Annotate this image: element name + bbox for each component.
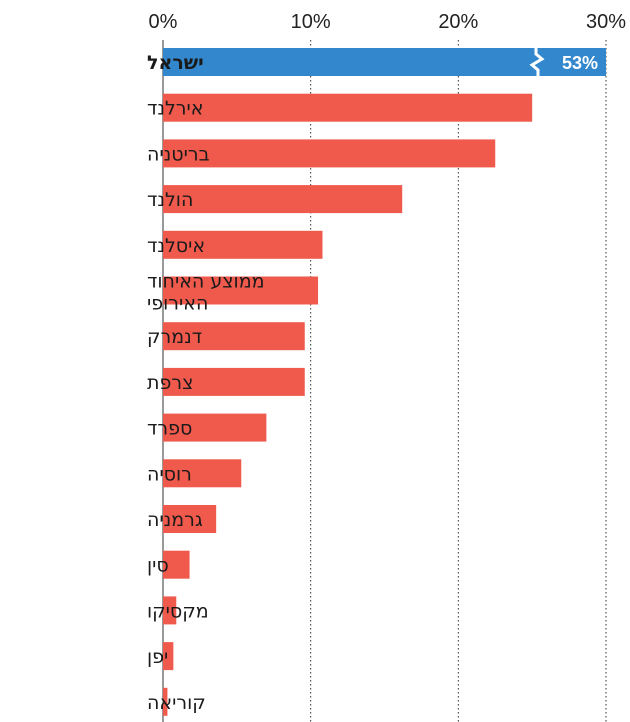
category-labels: ישראל אירלנד בריטניה הולנד איסלנד ממוצע האיחו… xyxy=(147,52,265,714)
bar xyxy=(163,413,267,442)
bars: 53% xyxy=(163,48,606,716)
category-label: רוסיה xyxy=(147,463,192,485)
bar xyxy=(163,276,319,305)
category-label: סין xyxy=(147,555,169,577)
category-label: גרמניה xyxy=(147,509,203,531)
x-tick-label: 0% xyxy=(149,11,178,33)
category-label: איסלנד xyxy=(147,235,205,257)
bar xyxy=(163,687,168,716)
axis-break-mark xyxy=(529,48,545,76)
x-tick-label: 20% xyxy=(438,11,478,33)
bar xyxy=(163,459,242,488)
category-label: יפן xyxy=(147,646,168,668)
bar xyxy=(163,505,217,533)
x-tick-label: 10% xyxy=(291,11,331,33)
category-label: הולנד xyxy=(147,189,193,211)
bar-highlight xyxy=(163,48,606,76)
x-axis: 0% 10% 20% 30% xyxy=(149,11,627,33)
category-label: בריטניה xyxy=(147,143,210,165)
x-tick-label: 30% xyxy=(586,11,626,33)
bar xyxy=(163,322,305,351)
bar xyxy=(163,185,403,214)
data-label: 53% xyxy=(562,53,598,73)
bar xyxy=(163,642,174,671)
category-label: דנמרק xyxy=(147,326,202,348)
bar xyxy=(163,550,190,579)
bar xyxy=(163,230,323,259)
bar xyxy=(163,596,177,625)
category-label: אירלנד xyxy=(147,98,203,120)
bar xyxy=(163,139,496,168)
bar xyxy=(163,367,305,396)
category-label: קוריאה xyxy=(147,692,206,714)
category-label: צרפת xyxy=(147,372,193,394)
category-label: ממוצע האיחוד האירופי xyxy=(147,271,265,315)
category-label: ישראל xyxy=(147,52,204,74)
category-label: מקסיקו xyxy=(147,600,209,622)
bar xyxy=(163,93,533,122)
category-label: ספרד xyxy=(147,418,192,440)
